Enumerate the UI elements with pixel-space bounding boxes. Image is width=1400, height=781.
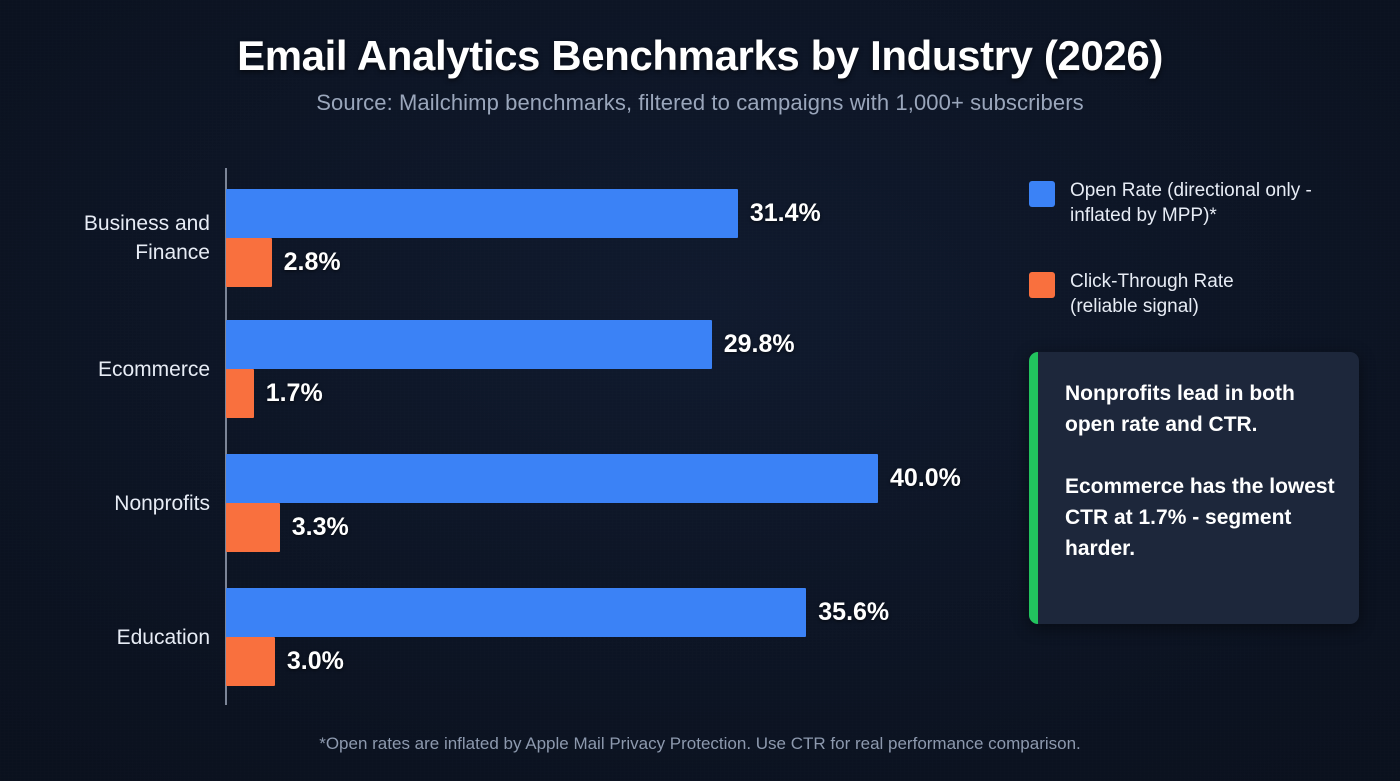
bar-ctr[interactable] — [226, 369, 254, 418]
bar-value-open: 40.0% — [890, 464, 961, 492]
bar-group: Education 35.6% 3.0% — [0, 588, 1010, 686]
chart-legend: Open Rate (directional only - inflated b… — [1029, 178, 1389, 360]
bar-group: Ecommerce 29.8% 1.7% — [0, 320, 1010, 418]
category-label: Business and Finance — [83, 212, 210, 264]
callout-text: Nonprofits lead in both open rate and CT… — [1065, 382, 1335, 560]
legend-item-click-through-rate[interactable]: Click-Through Rate (reliable signal) — [1029, 269, 1389, 319]
bar-ctr[interactable] — [226, 238, 272, 287]
legend-label-open-rate: Open Rate (directional only - inflated b… — [1070, 180, 1312, 226]
bar-value-ctr: 3.0% — [286, 647, 344, 675]
category-label: Ecommerce — [97, 357, 210, 381]
bar-ctr[interactable] — [226, 503, 280, 552]
bar-chart-plot: Business and Finance 31.4% 2.8% Ecommerce 29… — [0, 168, 1010, 705]
bar-value-open: 35.6% — [818, 598, 890, 626]
page-subtitle: Source: Mailchimp benchmarks, filtered t… — [316, 90, 1084, 115]
bar-value-ctr: 2.8% — [283, 248, 341, 276]
bar-group: Business and Finance 31.4% 2.8% — [0, 189, 1010, 287]
legend-label-click-through-rate: Click-Through Rate (reliable signal) — [1070, 271, 1234, 317]
bar-group: Nonprofits 40.0% 3.3% — [0, 454, 1010, 552]
bar-value-ctr: 3.3% — [291, 513, 349, 541]
category-label: Education — [116, 625, 210, 649]
page-title: Email Analytics Benchmarks by Industry (… — [237, 32, 1163, 79]
y-axis-line — [225, 168, 227, 705]
bar-value-ctr: 1.7% — [265, 379, 323, 407]
bar-value-open: 31.4% — [749, 199, 821, 227]
legend-swatch-click-through-rate — [1029, 272, 1055, 298]
callout-accent-bar — [1029, 352, 1038, 624]
legend-swatch-open-rate — [1029, 181, 1055, 207]
bar-open[interactable] — [226, 454, 878, 503]
bar-open[interactable] — [226, 189, 738, 238]
bar-open[interactable] — [226, 320, 712, 369]
bar-ctr[interactable] — [226, 637, 275, 686]
category-label: Nonprofits — [114, 491, 210, 515]
legend-item-open-rate[interactable]: Open Rate (directional only - inflated b… — [1029, 178, 1389, 228]
insight-callout: Nonprofits lead in both open rate and CT… — [1029, 352, 1359, 624]
bar-open[interactable] — [226, 588, 807, 637]
bar-value-open: 29.8% — [723, 330, 795, 358]
footnote: *Open rates are inflated by Apple Mail P… — [319, 734, 1081, 753]
